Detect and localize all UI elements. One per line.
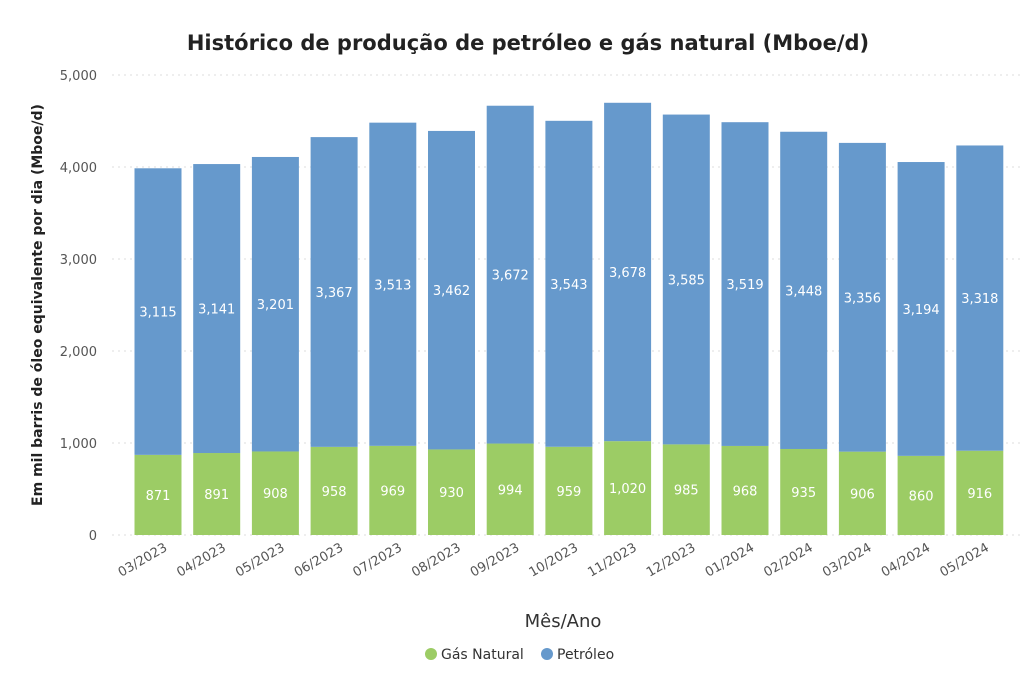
bar-gas-natural [193, 453, 241, 535]
bar-petroleo [369, 122, 417, 446]
x-tick-label: 05/2023 [233, 540, 287, 580]
legend-marker-petroleo [541, 648, 553, 660]
bar-petroleo [193, 164, 241, 454]
bar-gas-natural [134, 454, 182, 535]
data-label-gas-natural: 969 [380, 484, 405, 499]
x-axis-label: Mês/Ano [525, 611, 602, 632]
x-tick-label: 07/2023 [351, 540, 405, 580]
data-label-petroleo: 3,356 [844, 291, 881, 306]
data-label-petroleo: 3,115 [139, 306, 176, 321]
data-label-petroleo: 3,672 [492, 269, 529, 284]
y-tick-label: 1,000 [60, 437, 97, 452]
bar-gas-natural [838, 451, 886, 535]
chart-title: Histórico de produção de petróleo e gás … [187, 31, 869, 55]
data-labels: 871 3,115 891 3,141 908 3,201 958 3,367 969 3,513… [139, 266, 998, 504]
x-tick-label: 08/2023 [409, 540, 463, 580]
bar-petroleo [604, 102, 652, 442]
x-tick-label: 11/2023 [585, 540, 639, 580]
bars [134, 102, 1004, 535]
data-label-gas-natural: 968 [733, 484, 758, 499]
data-label-petroleo: 3,513 [374, 278, 411, 293]
x-tick-label: 02/2024 [761, 540, 815, 580]
data-label-petroleo: 3,201 [257, 298, 294, 313]
bar-gas-natural [251, 451, 299, 535]
bar-petroleo [545, 120, 593, 447]
bar-gas-natural [369, 445, 417, 535]
data-label-petroleo: 3,519 [726, 278, 763, 293]
x-tick-label: 04/2024 [879, 540, 933, 580]
legend-label-petroleo: Petróleo [557, 647, 614, 663]
x-tick-label: 06/2023 [292, 540, 346, 580]
data-label-petroleo: 3,141 [198, 303, 235, 318]
data-label-gas-natural: 959 [556, 485, 581, 500]
bar-petroleo [428, 130, 475, 450]
bar-petroleo [897, 162, 945, 456]
y-tick-label: 5,000 [60, 69, 97, 84]
data-label-gas-natural: 985 [674, 484, 699, 499]
data-label-petroleo: 3,194 [902, 303, 939, 318]
bar-gas-natural [897, 455, 945, 535]
data-label-petroleo: 3,543 [550, 278, 587, 293]
data-label-petroleo: 3,462 [433, 284, 470, 299]
bar-petroleo [134, 168, 182, 455]
bar-petroleo [780, 131, 828, 449]
x-tick-label: 01/2024 [703, 540, 757, 580]
data-label-petroleo: 3,367 [315, 286, 352, 301]
data-label-gas-natural: 935 [791, 486, 816, 501]
data-label-gas-natural: 916 [967, 487, 992, 502]
x-tick-label: 10/2023 [527, 540, 581, 580]
x-tick-label: 05/2024 [938, 540, 992, 580]
data-label-petroleo: 3,678 [609, 266, 646, 281]
bar-gas-natural [310, 446, 358, 535]
data-label-gas-natural: 908 [263, 487, 288, 502]
x-tick-label: 12/2023 [644, 540, 698, 580]
data-label-petroleo: 3,448 [785, 284, 822, 299]
bar-petroleo [662, 114, 710, 445]
bar-gas-natural [428, 449, 475, 535]
bar-gas-natural [662, 444, 710, 535]
data-label-gas-natural: 1,020 [609, 482, 646, 497]
data-label-gas-natural: 958 [322, 485, 347, 500]
data-label-petroleo: 3,318 [961, 292, 998, 307]
x-tick-label: 04/2023 [174, 540, 228, 580]
data-label-gas-natural: 891 [204, 488, 229, 503]
bar-petroleo [310, 137, 358, 447]
bar-gas-natural [486, 443, 534, 535]
legend-marker-gas-natural [425, 648, 437, 660]
x-tick-label: 03/2023 [116, 540, 170, 580]
bar-petroleo [486, 105, 534, 444]
legend-label-gas-natural: Gás Natural [441, 647, 524, 663]
bar-gas-natural [780, 448, 828, 535]
data-label-gas-natural: 871 [146, 489, 171, 504]
y-axis-ticks: 0 1,000 2,000 3,000 4,000 5,000 [60, 69, 97, 544]
data-label-gas-natural: 860 [909, 489, 934, 504]
bar-gas-natural [721, 445, 769, 535]
bar-gas-natural [604, 441, 652, 535]
data-label-gas-natural: 906 [850, 487, 875, 502]
x-tick-label: 09/2023 [468, 540, 522, 580]
bar-petroleo [251, 156, 299, 452]
y-tick-label: 3,000 [60, 253, 97, 268]
y-axis-label: Em mil barris de óleo equivalente por di… [30, 104, 46, 506]
bar-petroleo [838, 142, 886, 452]
legend: Gás Natural Petróleo [425, 647, 614, 663]
y-tick-label: 4,000 [60, 161, 97, 176]
y-tick-label: 0 [89, 529, 97, 544]
bar-gas-natural [545, 446, 593, 535]
bar-gas-natural [956, 450, 1004, 535]
data-label-gas-natural: 994 [498, 483, 523, 498]
x-tick-label: 03/2024 [820, 540, 874, 580]
x-axis-ticks: 03/2023 04/2023 05/2023 06/2023 07/2023 08/20… [116, 540, 992, 580]
bar-petroleo [956, 145, 1004, 451]
data-label-petroleo: 3,585 [668, 273, 705, 288]
bar-petroleo [721, 122, 769, 446]
data-label-gas-natural: 930 [439, 486, 464, 501]
y-tick-label: 2,000 [60, 345, 97, 360]
